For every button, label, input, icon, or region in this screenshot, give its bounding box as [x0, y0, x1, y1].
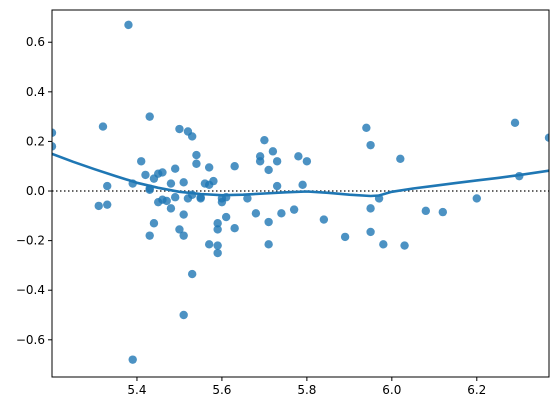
data-point — [103, 181, 112, 191]
x-tick-label: 6.2 — [467, 383, 486, 397]
y-tick-label: 0.2 — [26, 134, 45, 148]
data-point — [204, 240, 214, 249]
data-point — [510, 118, 520, 128]
y-tick-label: 0.6 — [26, 35, 45, 49]
data-point — [175, 225, 184, 234]
data-point — [213, 241, 222, 250]
data-point — [145, 231, 154, 240]
data-point — [98, 122, 108, 131]
axes: 5.4 5.6 5.8 6.0 6.2 −0.6 −0.4 −0.2 0.0 0.2 0.4 0.6 — [16, 9, 550, 397]
data-point — [366, 140, 375, 150]
data-point — [213, 219, 222, 228]
data-point — [221, 212, 231, 222]
data-point — [209, 176, 218, 186]
data-point — [175, 124, 184, 134]
data-point — [294, 152, 303, 161]
data-point — [192, 159, 201, 168]
data-point — [230, 224, 239, 233]
data-point — [230, 162, 239, 171]
data-point — [204, 163, 214, 172]
data-point — [438, 207, 448, 217]
data-point — [272, 157, 282, 166]
data-point — [145, 112, 154, 121]
data-point — [400, 241, 409, 250]
data-point — [170, 193, 180, 202]
data-point — [302, 157, 312, 166]
data-point — [421, 206, 431, 216]
x-tick-label: 6.0 — [382, 383, 401, 397]
data-point — [179, 231, 188, 240]
data-point — [264, 165, 273, 175]
data-point — [379, 240, 388, 249]
data-point — [264, 217, 273, 227]
y-tick-label: 0.4 — [26, 85, 45, 99]
data-point — [52, 142, 57, 151]
data-point — [166, 179, 176, 188]
data-point — [196, 194, 205, 203]
data-point — [251, 209, 261, 218]
data-point — [298, 180, 307, 190]
data-point — [268, 147, 278, 156]
data-point — [128, 355, 137, 364]
data-point — [213, 225, 222, 234]
data-point — [272, 181, 282, 191]
x-tick-label: 5.4 — [127, 383, 146, 397]
data-point — [340, 232, 350, 242]
x-tick-label: 5.8 — [297, 383, 316, 397]
data-point — [158, 168, 167, 177]
data-point — [179, 210, 188, 219]
data-point — [366, 204, 375, 213]
data-point — [141, 170, 150, 180]
data-point — [162, 196, 171, 206]
data-point — [243, 194, 252, 203]
data-point — [213, 248, 222, 258]
y-tick-label: −0.6 — [16, 333, 45, 347]
plot-frame — [51, 9, 550, 378]
y-tick-label: 0.0 — [26, 184, 45, 198]
data-point — [192, 150, 201, 160]
data-point — [179, 178, 188, 187]
data-point — [179, 310, 188, 320]
data-point — [52, 128, 57, 137]
x-tick-label: 5.6 — [212, 383, 231, 397]
plot-area — [52, 20, 549, 364]
y-tick-label: −0.4 — [16, 283, 45, 297]
data-point — [170, 164, 180, 173]
data-point — [145, 185, 154, 194]
data-point — [544, 133, 549, 142]
data-point — [396, 154, 405, 163]
data-point — [362, 123, 371, 132]
data-point — [187, 132, 197, 141]
data-point — [255, 157, 265, 166]
data-point — [149, 219, 159, 228]
data-point — [137, 157, 146, 166]
data-point — [277, 209, 286, 218]
data-point — [472, 194, 481, 203]
data-point — [187, 269, 197, 279]
y-tick-label: −0.2 — [16, 234, 45, 248]
data-point — [289, 205, 299, 214]
data-point — [166, 204, 176, 213]
data-point — [260, 135, 269, 145]
data-point — [94, 201, 103, 211]
data-point — [103, 200, 112, 209]
data-point — [366, 227, 375, 237]
data-point — [264, 240, 273, 249]
data-point — [124, 20, 133, 30]
lowess-trend-line — [52, 152, 549, 198]
data-point — [319, 215, 329, 224]
